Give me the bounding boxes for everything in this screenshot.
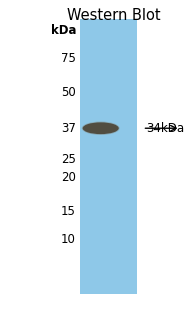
Text: 50: 50 [61, 86, 76, 99]
Text: 15: 15 [61, 205, 76, 218]
Ellipse shape [82, 121, 120, 135]
Text: 37: 37 [61, 122, 76, 135]
Text: 34kDa: 34kDa [146, 122, 184, 135]
Bar [80, 19, 137, 294]
Text: Western Blot: Western Blot [67, 8, 161, 23]
Ellipse shape [83, 122, 119, 134]
Text: 10: 10 [61, 233, 76, 246]
Text: 75: 75 [61, 52, 76, 65]
Text: kDa: kDa [51, 24, 76, 37]
Text: 20: 20 [61, 171, 76, 184]
Text: 25: 25 [61, 153, 76, 166]
